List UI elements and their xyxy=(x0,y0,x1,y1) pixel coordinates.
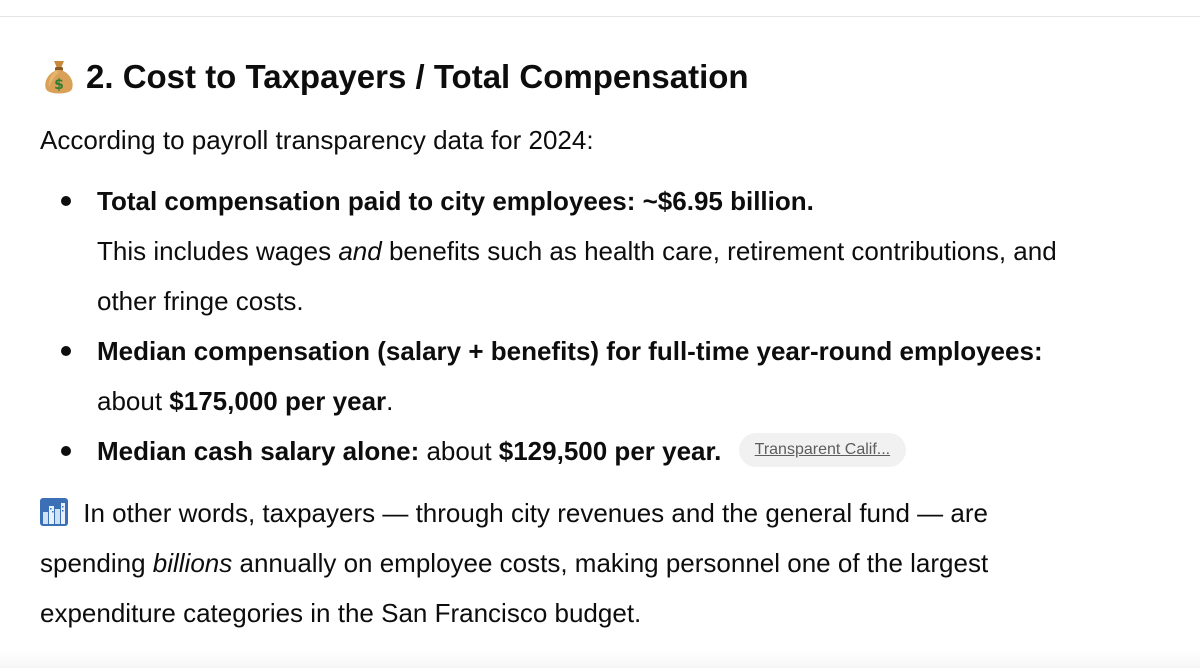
summary-text: annually on employee costs, making perso… xyxy=(232,548,989,578)
summary-text: spending xyxy=(40,548,153,578)
bullet-dot xyxy=(61,346,71,356)
svg-text:$: $ xyxy=(54,77,64,93)
bullet-dot xyxy=(61,196,71,206)
section-heading: $ 2. Cost to Taxpayers / Total Compensat… xyxy=(42,52,749,102)
section-heading-text: 2. Cost to Taxpayers / Total Compensatio… xyxy=(86,58,749,95)
top-divider xyxy=(0,16,1200,17)
summary-italic-text: billions xyxy=(152,548,233,578)
bottom-fade xyxy=(0,650,1200,668)
summary-text: In other words, taxpayers — through city… xyxy=(76,498,988,528)
bullet-bold-text: Median compensation (salary + benefits) … xyxy=(97,336,1043,366)
city-skyline-icon xyxy=(40,498,68,526)
source-citation-link[interactable]: Transparent Calif... xyxy=(738,433,907,468)
bullet-bold-text: Median cash salary alone: xyxy=(97,436,420,466)
bullet-bold-text: $129,500 per year. xyxy=(498,436,722,466)
bullet-text: other fringe costs. xyxy=(97,286,304,316)
list-item: Median compensation (salary + benefits) … xyxy=(0,326,1200,426)
summary-paragraph: In other words, taxpayers — through city… xyxy=(40,488,1180,638)
bullet-text: about xyxy=(419,436,499,466)
summary-text: expenditure categories in the San Franci… xyxy=(40,598,642,628)
bullet-bold-text: $175,000 per year xyxy=(169,386,387,416)
bullet-italic-text: and xyxy=(338,236,382,266)
bullet-text: . xyxy=(386,386,394,416)
compensation-bullet-list: Total compensation paid to city employee… xyxy=(0,176,1200,476)
bullet-text: about xyxy=(97,386,170,416)
intro-text: According to payroll transparency data f… xyxy=(40,125,594,155)
list-item: Median cash salary alone: about $129,500… xyxy=(0,426,1200,476)
list-item: Total compensation paid to city employee… xyxy=(0,176,1200,326)
bullet-text: benefits such as health care, retirement… xyxy=(381,236,1057,266)
bullet-dot xyxy=(61,446,71,456)
money-bag-icon: $ xyxy=(45,61,73,94)
bullet-bold-text: Total compensation paid to city employee… xyxy=(97,186,814,216)
bullet-text: This includes wages xyxy=(97,236,339,266)
